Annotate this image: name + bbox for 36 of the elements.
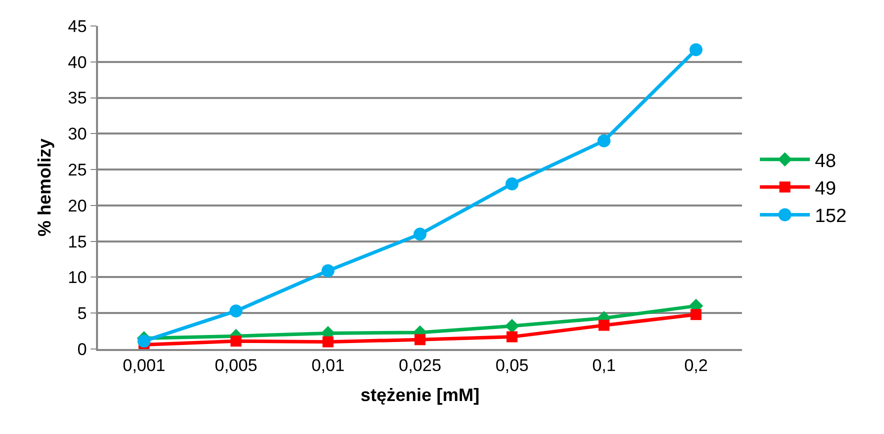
point xyxy=(598,134,610,148)
point xyxy=(138,334,150,348)
y-tick-label: 15 xyxy=(68,232,87,252)
point xyxy=(230,304,242,318)
legend-label: 49 xyxy=(814,178,836,200)
x-tick-label: 0,025 xyxy=(398,356,442,376)
x-tick-label: 0,005 xyxy=(214,356,258,376)
y-tick-label: 40 xyxy=(68,52,87,72)
point xyxy=(414,228,426,241)
y-tick-label: 35 xyxy=(68,88,87,108)
point xyxy=(506,177,518,190)
y-axis-title: % hemolizy xyxy=(34,138,55,237)
y-tick-label: 10 xyxy=(68,268,87,288)
y-tick-label: 45 xyxy=(68,16,87,36)
point xyxy=(690,43,702,56)
legend-label: 152 xyxy=(814,206,847,228)
x-tick-label: 0,2 xyxy=(684,356,708,376)
y-tick-label: 0 xyxy=(77,340,87,359)
y-tick-label: 25 xyxy=(68,160,87,180)
point xyxy=(598,320,610,331)
point xyxy=(414,334,426,346)
y-tick-label: 20 xyxy=(68,196,87,216)
point xyxy=(690,309,702,320)
point xyxy=(230,336,242,347)
y-tick-label: 5 xyxy=(77,304,87,324)
x-tick-label: 0,1 xyxy=(592,356,616,376)
point xyxy=(504,318,520,334)
point xyxy=(506,331,518,342)
x-tick-label: 0,01 xyxy=(311,356,345,376)
x-axis-title: stężenie [mM] xyxy=(360,384,480,405)
point xyxy=(322,336,334,348)
x-tick-label: 0,05 xyxy=(495,356,529,376)
y-tick-label: 30 xyxy=(68,124,87,144)
x-tick-label: 0,001 xyxy=(122,356,166,376)
legend-label: 48 xyxy=(814,150,836,172)
point xyxy=(322,264,334,278)
